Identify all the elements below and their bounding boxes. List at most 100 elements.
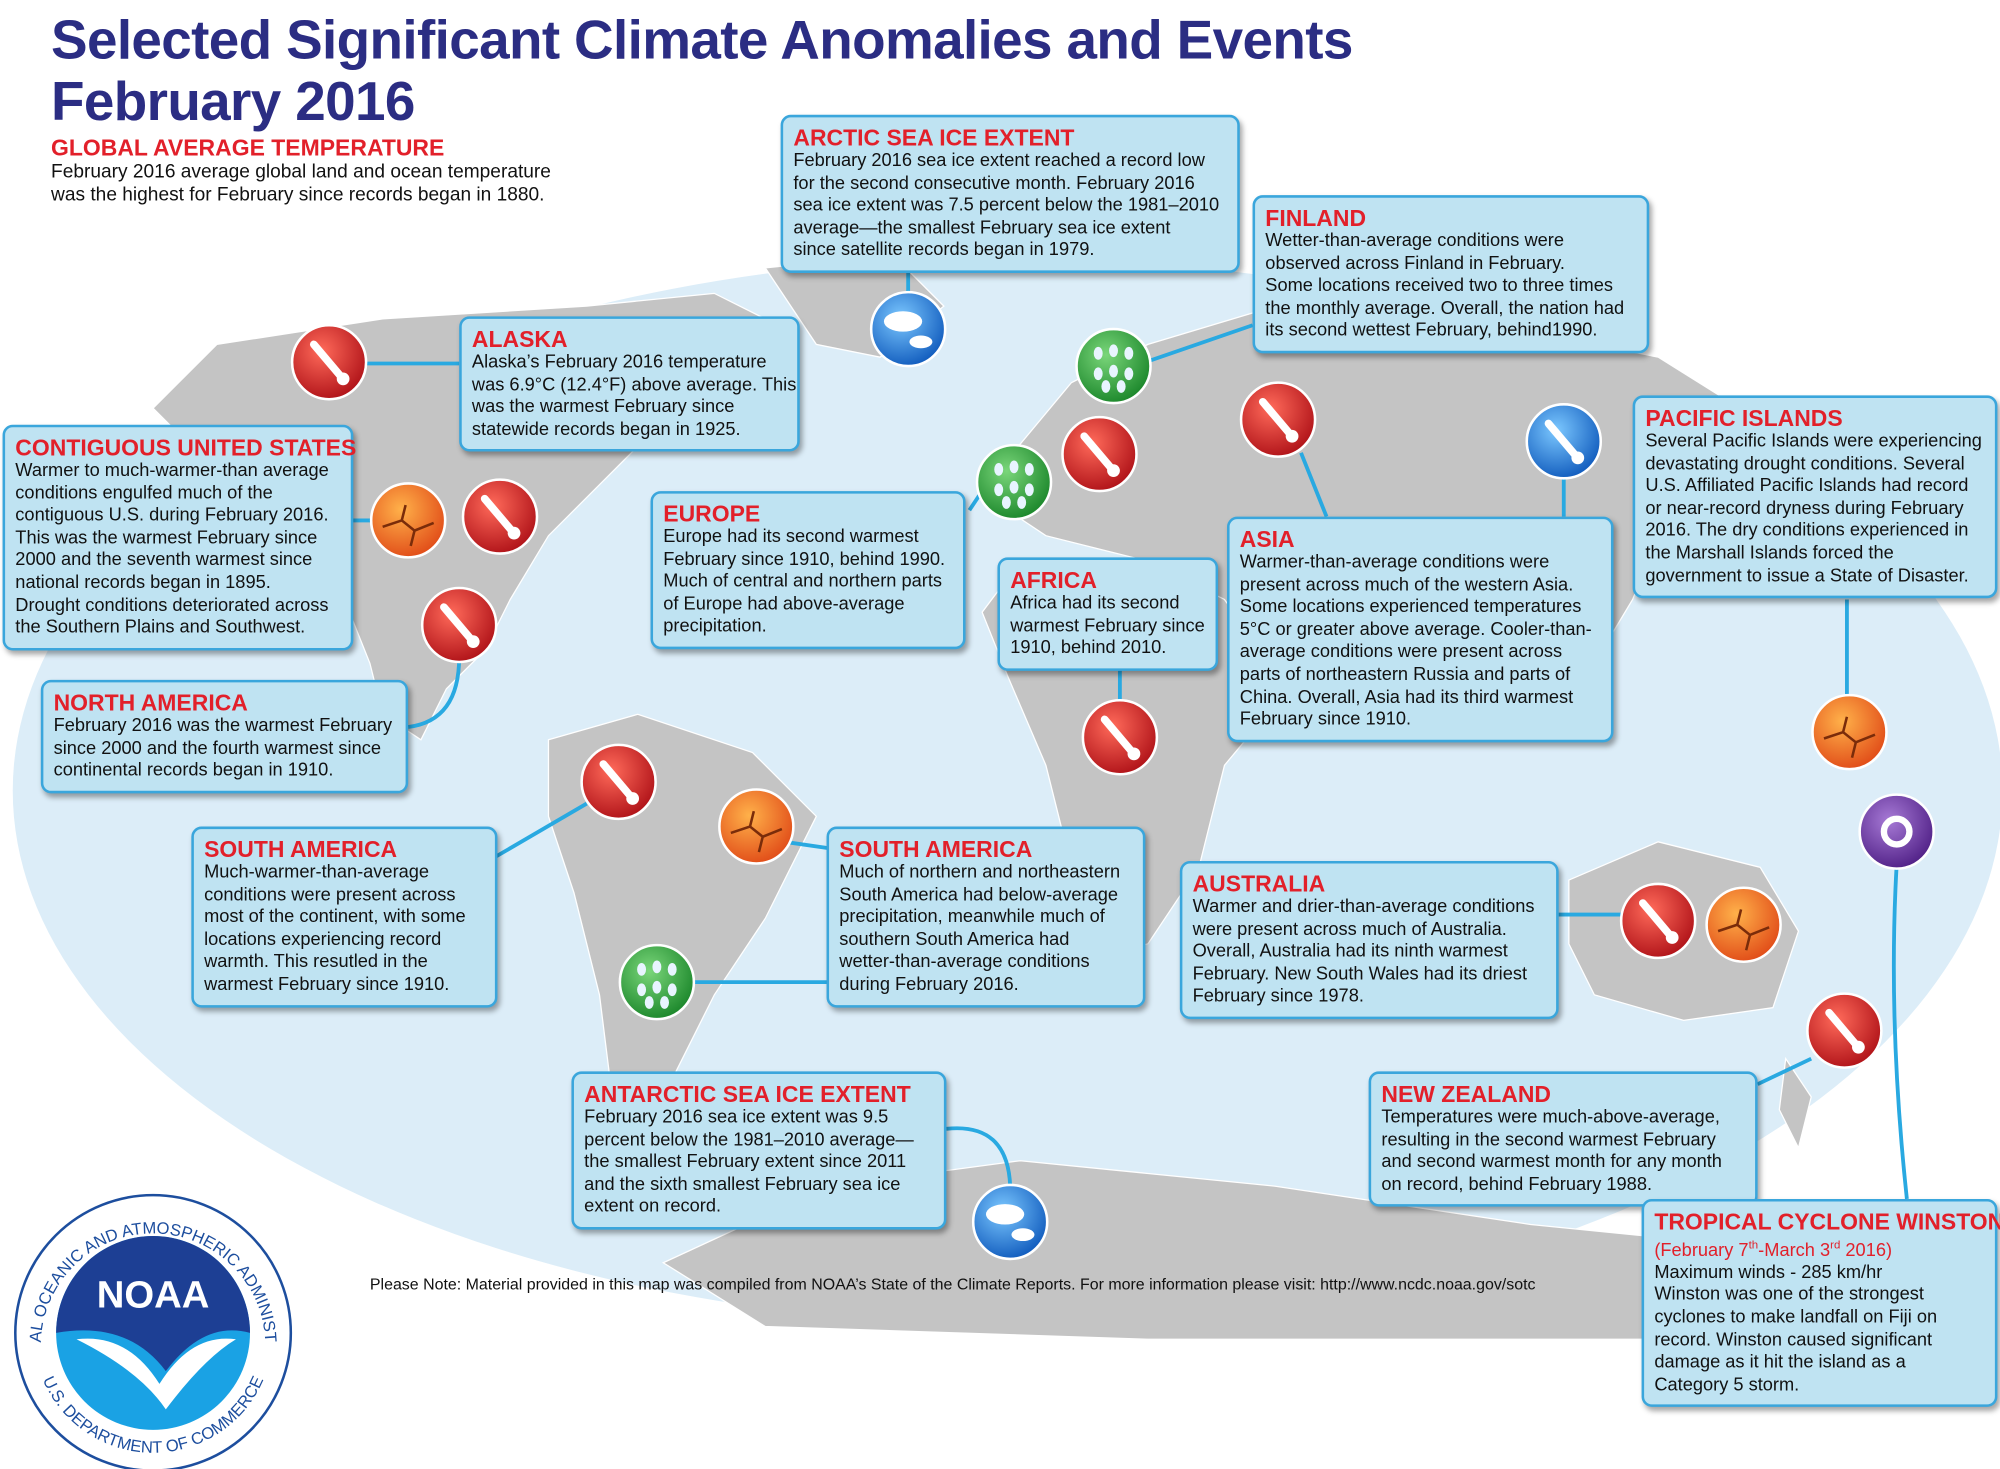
logo-text: NOAA bbox=[97, 1273, 210, 1316]
callout-line: This was the warmest February since bbox=[15, 527, 318, 549]
callout-line: Overall, Australia had its ninth warmest bbox=[1192, 941, 1508, 962]
icon-cold bbox=[1525, 403, 1603, 480]
subtitle-part: th bbox=[1748, 1238, 1759, 1252]
callout-line: contiguous U.S. during February 2016. bbox=[15, 505, 329, 526]
callout: SOUTH AMERICA Much of northern and northe… bbox=[826, 826, 1146, 1008]
callout-line: extent on record. bbox=[584, 1196, 722, 1218]
callout-line: since 2000 and the fourth warmest since bbox=[53, 737, 381, 759]
callout-subtitle: (February 7th-March 3rd 2016) bbox=[1654, 1235, 1984, 1263]
icon-dry bbox=[369, 482, 447, 559]
callout-line: Much-warmer-than-average bbox=[204, 862, 430, 883]
callout-heading: AUSTRALIA bbox=[1192, 871, 1326, 897]
callout-line: the monthly average. Overall, the nation… bbox=[1265, 298, 1625, 319]
callout-heading: CONTIGUOUS UNITED STATES bbox=[15, 434, 357, 461]
connector bbox=[1299, 452, 1329, 518]
cracks bbox=[1717, 909, 1770, 951]
callout-line: Alaska’s February 2016 temperature bbox=[471, 352, 767, 373]
callout-line: southern South America had bbox=[839, 929, 1070, 950]
callout-line: Drought conditions deteriorated across bbox=[15, 595, 329, 616]
callout-line: statewide records began in 1925. bbox=[471, 419, 741, 440]
noaa-logo: NATIONAL OCEANIC AND ATMOSPHERIC ADMINIS… bbox=[14, 1193, 293, 1469]
callout-line: the Marshall Islands forced the bbox=[1645, 543, 1894, 564]
callout-line: or near-record dryness during February bbox=[1645, 498, 1964, 519]
callout-line: U.S. Affiliated Pacific Islands had reco… bbox=[1645, 476, 1969, 497]
thermometer bbox=[309, 340, 346, 382]
connectors bbox=[350, 261, 1909, 1200]
callout-line: February 2016 sea ice extent reached a r… bbox=[793, 150, 1205, 171]
callout-line: Africa had its second bbox=[1010, 593, 1180, 614]
callout-line: precipitation, meanwhile much of bbox=[839, 907, 1105, 928]
thermometer bbox=[480, 494, 517, 536]
ice-floe bbox=[1011, 1228, 1035, 1242]
callout-line: since satellite records began in 1979. bbox=[793, 240, 1095, 261]
callout-line: observed across Finland in February. bbox=[1265, 253, 1565, 274]
drop bbox=[652, 980, 662, 994]
icon-dry bbox=[1811, 693, 1888, 771]
thermometer bbox=[440, 603, 476, 645]
callout: ASIA Warmer-than-average conditions were p… bbox=[1227, 516, 1614, 743]
callout-line: warmth. This resutled in the bbox=[204, 952, 428, 973]
icon-dry bbox=[718, 788, 795, 865]
callout-line: the smallest February extent since 2011 bbox=[584, 1152, 907, 1173]
thermometer bbox=[1100, 715, 1137, 757]
callout-line: average conditions were present across bbox=[1239, 642, 1563, 663]
cracks bbox=[382, 504, 435, 547]
icon-ice bbox=[971, 1183, 1049, 1261]
callout: TROPICAL CYCLONE WINSTON (February 7th-Ma… bbox=[1641, 1198, 2000, 1408]
connector bbox=[1891, 864, 1909, 1200]
drop bbox=[1001, 496, 1011, 509]
drop bbox=[994, 483, 1004, 497]
drop bbox=[644, 996, 654, 1009]
connector bbox=[1756, 1056, 1813, 1086]
callout-line: warmest February since 1910. bbox=[204, 974, 450, 995]
callout-line: 5°C or greater above average. Cooler-tha… bbox=[1239, 619, 1592, 641]
global-line: February 2016 average global land and oc… bbox=[51, 160, 551, 183]
callout-heading: ALASKA bbox=[471, 326, 568, 353]
callout-heading: ANTARCTIC SEA ICE EXTENT bbox=[584, 1081, 911, 1108]
global-summary: GLOBAL AVERAGE TEMPERATURE February 2016… bbox=[51, 135, 551, 205]
callout: FINLAND Wetter-than-average conditions we… bbox=[1252, 195, 1650, 354]
connector bbox=[493, 801, 588, 859]
icon-warm bbox=[1806, 992, 1883, 1069]
callout-line: February since 1910. bbox=[1239, 709, 1412, 730]
callout-heading: EUROPE bbox=[663, 501, 761, 527]
callout-line: Some locations received two to three tim… bbox=[1265, 275, 1613, 297]
callout-line: Several Pacific Islands were experiencin… bbox=[1645, 431, 1982, 452]
ice-floe bbox=[909, 335, 933, 349]
callout: EUROPE Europe had its second warmest Febru… bbox=[650, 491, 966, 650]
callout-line: on record, behind February 1988. bbox=[1381, 1174, 1653, 1195]
connector bbox=[946, 1126, 1013, 1187]
icon-warm bbox=[420, 586, 498, 664]
thermometer-bulb bbox=[336, 372, 350, 386]
icon-warm bbox=[290, 323, 368, 401]
drop bbox=[1124, 367, 1134, 381]
connector bbox=[784, 839, 830, 851]
drop bbox=[994, 463, 1004, 476]
drop bbox=[637, 963, 647, 976]
callout-line: and second warmest month for any month bbox=[1381, 1152, 1722, 1173]
thermometer bbox=[1825, 1008, 1861, 1050]
subtitle-part: 2016) bbox=[1840, 1240, 1893, 1262]
title: Selected Significant Climate Anomalies a… bbox=[51, 10, 1353, 72]
callout-line: resulting in the second warmest February bbox=[1381, 1129, 1716, 1150]
drop bbox=[1093, 367, 1103, 381]
icon-dry bbox=[1705, 886, 1782, 964]
callout-line: February 2016 was the warmest February bbox=[53, 715, 393, 736]
callout-line: Much of northern and northeastern bbox=[839, 862, 1121, 883]
callout: PACIFIC ISLANDS Several Pacific Islands w… bbox=[1632, 395, 1998, 599]
icon-disc bbox=[1811, 693, 1888, 771]
drop bbox=[1024, 483, 1034, 497]
callout-line: the Southern Plains and Southwest. bbox=[15, 617, 306, 638]
icon-wet bbox=[1075, 327, 1152, 405]
connector bbox=[1140, 323, 1254, 366]
callout-heading: TROPICAL CYCLONE WINSTON bbox=[1654, 1209, 2000, 1235]
callout-line: locations experiencing record bbox=[204, 929, 442, 950]
callout-line: 2016. The dry conditions experienced in bbox=[1645, 520, 1969, 542]
callout-line: Category 5 storm. bbox=[1654, 1374, 1800, 1396]
callout-heading: FINLAND bbox=[1265, 205, 1367, 231]
note: Please Note: Material provided in this m… bbox=[369, 1275, 1536, 1294]
callout-line: Maximum winds - 285 km/hr bbox=[1654, 1262, 1883, 1283]
callout-line: 1910, behind 2010. bbox=[1010, 637, 1167, 659]
callout: ALASKA Alaska’s February 2016 temperature… bbox=[459, 316, 800, 453]
